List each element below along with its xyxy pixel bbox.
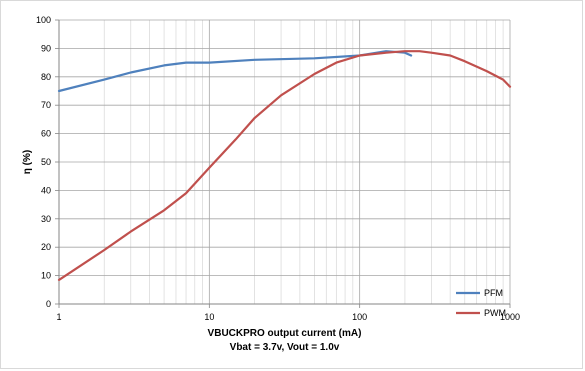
y-tick-label: 0	[46, 299, 51, 309]
y-tick-label: 60	[41, 129, 51, 139]
y-axis-title: η (%)	[22, 150, 33, 174]
x-tick-label: 1000	[500, 312, 520, 322]
y-tick-label: 100	[36, 15, 51, 25]
legend-label-pfm: PFM	[484, 288, 503, 298]
series-line-pwm	[57, 50, 512, 281]
y-tick-label: 50	[41, 157, 51, 167]
x-axis-title: VBUCKPRO output current (mA)	[208, 328, 362, 339]
x-tick-label: 100	[352, 312, 367, 322]
y-tick-label: 40	[41, 185, 51, 195]
y-tick-label: 30	[41, 214, 51, 224]
x-tick-label: 1	[56, 312, 61, 322]
legend-label-pwm: PWM	[484, 308, 506, 318]
y-tick-label: 70	[41, 100, 51, 110]
y-tick-label: 20	[41, 242, 51, 252]
x-tick-label: 10	[204, 312, 214, 322]
y-tick-label: 80	[41, 72, 51, 82]
y-tick-label: 10	[41, 271, 51, 281]
x-axis-subtitle: Vbat = 3.7v, Vout = 1.0v	[230, 342, 340, 353]
y-tick-label: 90	[41, 43, 51, 53]
